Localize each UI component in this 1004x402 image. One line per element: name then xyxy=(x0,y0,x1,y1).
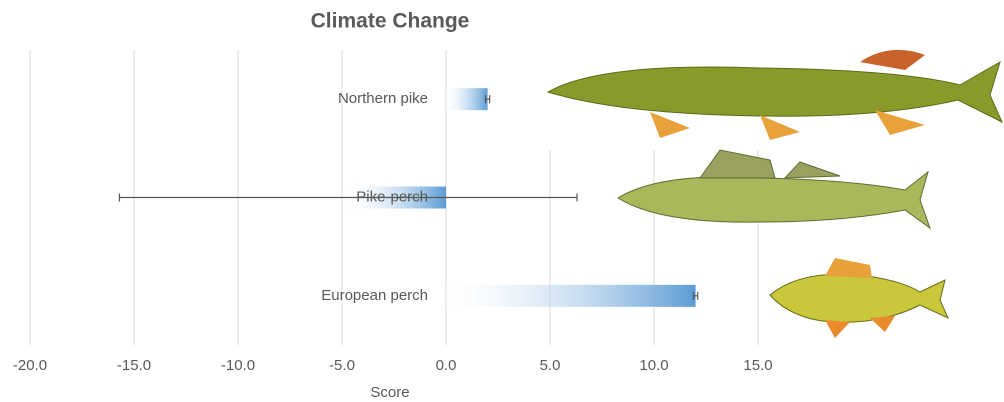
x-axis-label: Score xyxy=(370,384,409,401)
error-bar xyxy=(118,193,578,202)
category-label: Pike-perch xyxy=(356,188,428,205)
pike-perch xyxy=(617,170,932,230)
chart-title: Climate Change xyxy=(311,10,470,33)
x-tick-label: 10.0 xyxy=(639,357,668,374)
x-tick-label: -10.0 xyxy=(221,357,255,374)
x-tick-label: -20.0 xyxy=(13,357,47,374)
x-tick-label: 5.0 xyxy=(540,357,561,374)
plot: Northern pike Pike-perch European perch xyxy=(118,88,699,307)
perch-fins xyxy=(825,316,895,338)
pike-perch-fins xyxy=(699,149,841,179)
bar xyxy=(446,284,696,307)
x-tick-label: -5.0 xyxy=(329,357,355,374)
error-bar xyxy=(484,95,491,104)
x-tick-label: -15.0 xyxy=(117,357,151,374)
pike-fin xyxy=(860,49,925,70)
bar xyxy=(446,88,488,111)
x-tick-label: 15.0 xyxy=(743,357,772,374)
category-label: Northern pike xyxy=(338,90,428,107)
error-bar xyxy=(692,291,699,300)
pike-fins xyxy=(650,110,925,140)
category-label: European perch xyxy=(321,287,428,304)
x-tick-label: 0.0 xyxy=(436,357,457,374)
perch-fin xyxy=(825,258,872,278)
european-perch xyxy=(769,273,949,323)
fish-illustrations xyxy=(545,49,1004,338)
northern-pike xyxy=(546,60,1004,124)
